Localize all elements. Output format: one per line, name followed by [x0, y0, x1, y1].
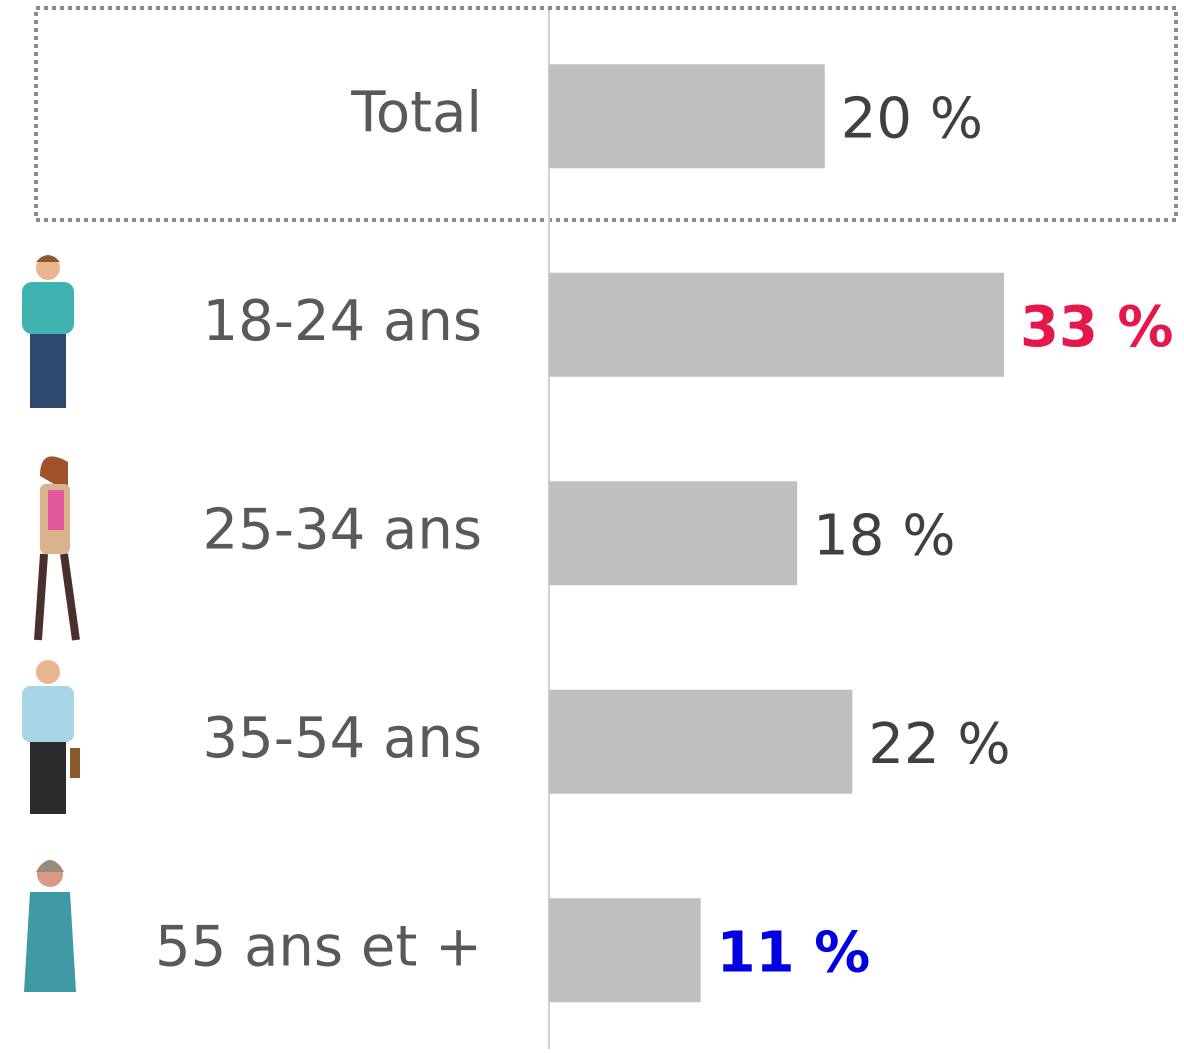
person-icon — [24, 860, 76, 992]
category-label: 35-54 ans — [202, 706, 482, 771]
bar — [549, 481, 798, 586]
value-label: 11 % — [717, 920, 871, 985]
bar — [549, 272, 1004, 377]
category-label: 18-24 ans — [202, 289, 482, 354]
category-label: Total — [350, 80, 482, 145]
bar — [549, 898, 701, 1003]
person-icon — [22, 660, 80, 814]
highlight-box — [34, 6, 1178, 222]
value-label: 33 % — [1020, 295, 1174, 360]
person-icon — [22, 255, 74, 408]
value-label: 22 % — [868, 712, 1010, 777]
person-icon — [34, 456, 80, 641]
bar — [549, 64, 825, 169]
category-label: 55 ans et + — [155, 914, 482, 979]
value-label: 20 % — [841, 86, 983, 151]
category-label: 25-34 ans — [202, 497, 482, 562]
bar — [549, 689, 853, 794]
value-label: 18 % — [813, 503, 955, 568]
